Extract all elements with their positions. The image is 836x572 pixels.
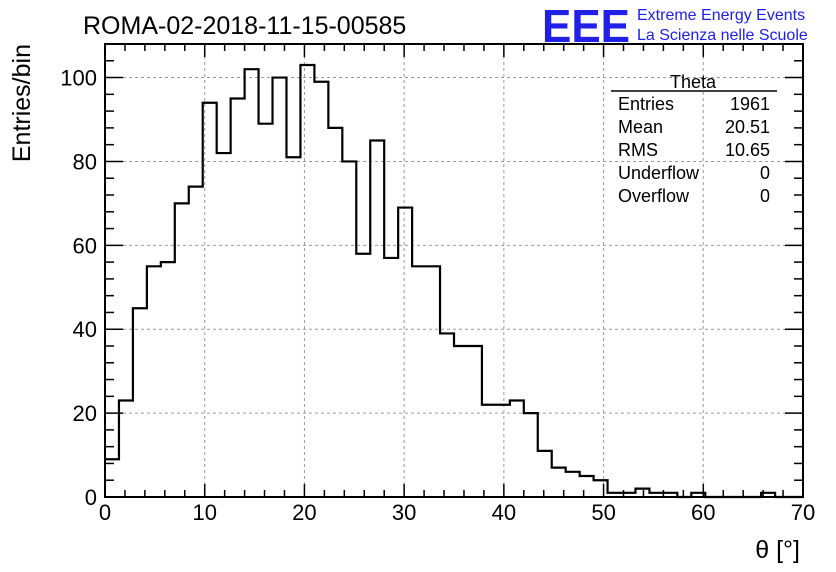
stats-title: Theta: [670, 72, 717, 92]
logo-line-1: Extreme Energy Events: [637, 7, 805, 24]
histogram-series-theta: [105, 63, 803, 499]
stats-label-entries: Entries: [618, 94, 674, 114]
x-tick-label: 20: [292, 500, 316, 525]
y-tick-label: 100: [60, 66, 97, 91]
stats-value-rms: 10.65: [725, 140, 770, 160]
x-tick-label: 10: [192, 500, 216, 525]
stats-label-rms: RMS: [618, 140, 658, 160]
y-tick-label: 20: [73, 401, 97, 426]
stats-box: Theta Entries 1961 Mean 20.51 RMS 10.65 …: [611, 72, 777, 206]
x-tick-label: 70: [791, 500, 815, 525]
y-axis-label: Entries/bin: [8, 44, 36, 162]
axis-ticks: [104, 44, 804, 498]
eee-logo-mark: EEE: [542, 0, 630, 52]
x-axis-label: θ [°]: [755, 536, 800, 564]
x-tick-label: 0: [99, 500, 111, 525]
logo-line-2: La Scienza nelle Scuole: [637, 27, 808, 44]
chart-title: ROMA-02-2018-11-15-00585: [83, 12, 406, 40]
y-tick-label: 0: [85, 485, 97, 510]
y-tick-label: 60: [73, 233, 97, 258]
stats-value-overflow: 0: [760, 186, 770, 206]
y-tick-label: 80: [73, 149, 97, 174]
y-tick-label: 40: [73, 317, 97, 342]
x-tick-label: 40: [492, 500, 516, 525]
x-tick-label: 30: [392, 500, 416, 525]
stats-value-entries: 1961: [730, 94, 770, 114]
stats-value-mean: 20.51: [725, 117, 770, 137]
plot-frame: [104, 43, 804, 498]
stats-value-underflow: 0: [760, 163, 770, 183]
x-tick-label: 50: [591, 500, 615, 525]
stats-label-mean: Mean: [618, 117, 663, 137]
grid-lines: [105, 44, 803, 497]
x-tick-label: 60: [691, 500, 715, 525]
stats-label-underflow: Underflow: [618, 163, 700, 183]
stats-label-overflow: Overflow: [618, 186, 690, 206]
tick-labels: 0 10 20 30 40 50 60 70 0 20 40 60 80 100: [60, 66, 815, 525]
